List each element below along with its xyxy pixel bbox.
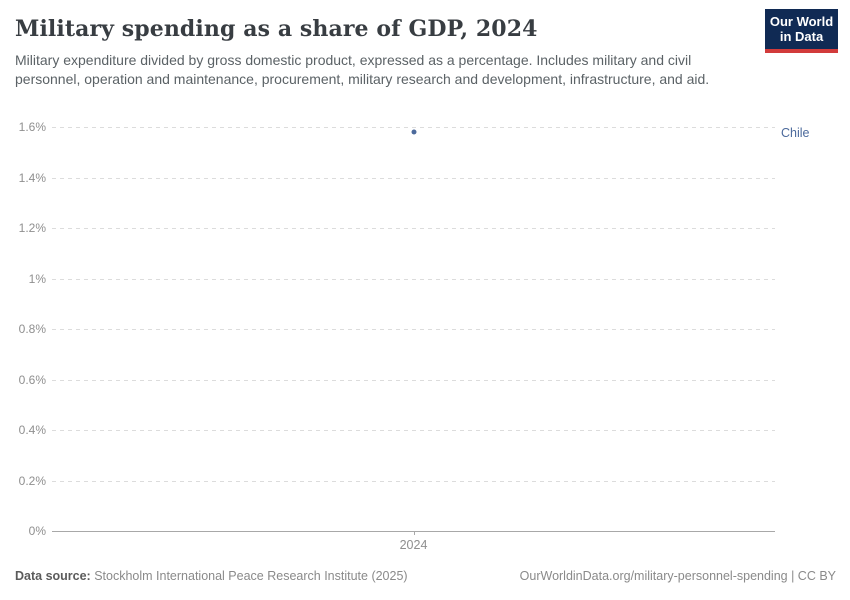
gridline <box>52 228 775 229</box>
y-axis-tick-label: 1.4% <box>18 170 46 185</box>
chart-header: Military spending as a share of GDP, 202… <box>15 16 750 89</box>
y-axis-tick-label: 1.6% <box>18 120 46 134</box>
y-axis-tick-label: 0.6% <box>18 372 46 387</box>
y-axis-tick-label: 0.8% <box>18 322 46 336</box>
chart-subtitle: Military expenditure divided by gross do… <box>15 52 710 87</box>
chart-footer: Data source: Stockholm International Pea… <box>15 569 836 583</box>
owid-url-license: OurWorldinData.org/military-personnel-sp… <box>519 569 836 583</box>
data-source-text: Stockholm International Peace Research I… <box>90 569 408 583</box>
chart-title: Military spending as a share of GDP, 202… <box>15 16 538 42</box>
data-source-note: Data source: Stockholm International Pea… <box>15 569 408 583</box>
gridline <box>52 430 775 431</box>
y-axis-tick-label: 0.2% <box>18 473 46 488</box>
gridline <box>52 127 775 128</box>
y-axis-tick-label: 0% <box>28 524 46 538</box>
y-axis-tick-label: 0.4% <box>18 423 46 437</box>
x-axis-tick <box>413 531 415 535</box>
gridline <box>52 379 775 381</box>
gridline <box>52 329 775 330</box>
x-axis-tick-label: 2024 <box>399 538 428 552</box>
owid-logo: Our World in Data <box>765 9 838 53</box>
y-axis-tick-label: 1.2% <box>18 221 46 235</box>
owid-logo-line1: Our World <box>769 14 834 29</box>
data-point-chile <box>411 129 416 135</box>
entity-label-chile: Chile <box>781 125 810 140</box>
data-source-label: Data source: <box>15 569 91 583</box>
gridline <box>52 480 775 482</box>
gridline <box>52 278 775 280</box>
owid-logo-line2: in Data <box>779 29 824 45</box>
y-axis-tick-label: 1% <box>28 271 46 286</box>
gridline <box>52 177 775 179</box>
